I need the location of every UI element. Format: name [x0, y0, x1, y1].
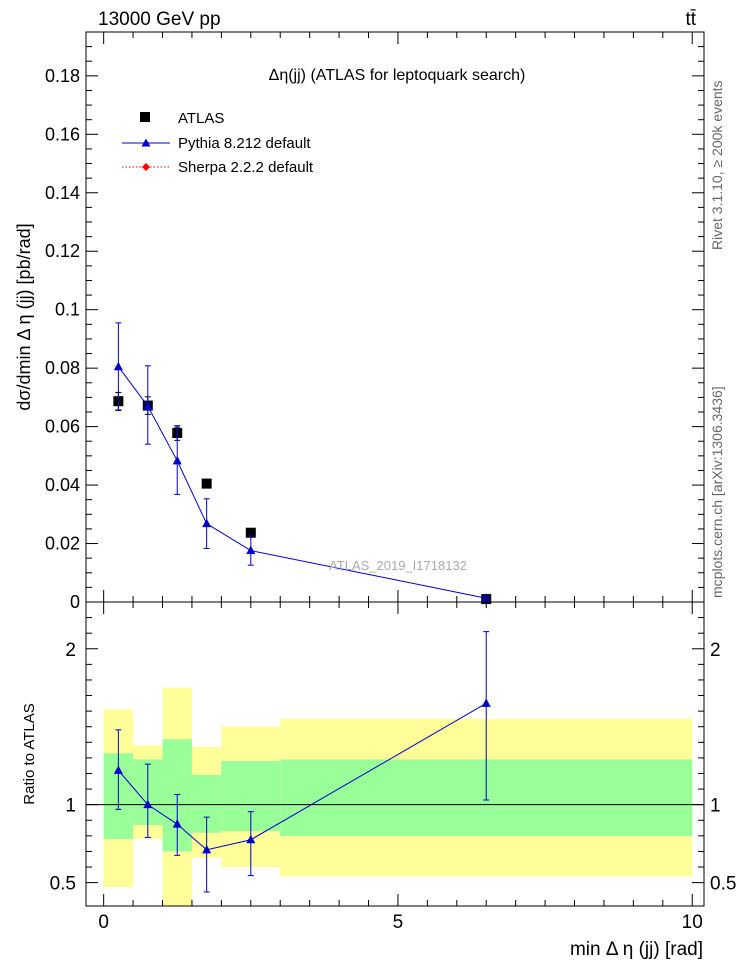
ratio-pythia-point [481, 698, 491, 707]
ratio-pythia-point [143, 799, 153, 809]
main-y-tick-label: 0.14 [45, 183, 80, 203]
pythia-point [246, 545, 256, 555]
main-y-tick-label: 0.08 [45, 358, 80, 378]
ratio-y-tick-label: 1 [65, 796, 76, 817]
ratio-x-tick-label: 10 [682, 912, 703, 933]
ratio-y-tick-label-right: 0.5 [710, 874, 736, 895]
ratio-x-tick-label: 5 [393, 912, 404, 933]
plot-title: Δη(jj) (ATLAS for leptoquark search) [269, 67, 526, 84]
legend: ATLAS Pythia 8.212 default Sherpa 2.2.2 … [122, 110, 314, 176]
main-y-tick-label: 0.02 [45, 534, 80, 554]
main-plot-panel: 0 0.02 0.04 0.06 0.08 0.1 0.12 0.14 0.16 0.18 Δη(… [14, 31, 705, 612]
collision-label: 13000 GeV pp [98, 9, 221, 30]
ratio-pythia-point [172, 819, 182, 828]
legend-pythia-label: Pythia 8.212 default [178, 135, 311, 152]
pythia-line [117, 366, 487, 599]
main-y-tick-label: 0.06 [45, 417, 80, 437]
ratio-y-axis-label: Ratio to ATLAS [21, 703, 38, 804]
ratio-pythia-line [117, 702, 487, 851]
ratio-y-tick-label-right: 2 [710, 640, 721, 661]
ratio-plot-frame [85, 601, 705, 907]
ratio-x-tick-label: 0 [98, 912, 109, 933]
main-y-tick-label: 0.18 [45, 66, 80, 86]
process-label: tt̄ [685, 9, 696, 30]
main-y-tick-label: 0 [70, 592, 80, 612]
analysis-watermark: ATLAS_2019_I1718132 [329, 558, 467, 573]
ratio-pythia-point [202, 844, 212, 854]
legend-sherpa-marker [142, 163, 150, 171]
atlas-data-point [201, 478, 212, 489]
pythia-point [172, 455, 182, 465]
ratio-y-tick-label-right: 1 [710, 796, 721, 817]
main-y-axis-label: dσ/dmin Δ η (jj) [pb/rad] [14, 223, 34, 410]
legend-pythia-marker [141, 138, 151, 147]
x-axis-label: min Δ η (jj) [rad] [570, 939, 703, 960]
legend-atlas-marker [140, 112, 150, 122]
ratio-pythia-point [246, 834, 256, 844]
ratio-plot-panel: 0 5 10 0.5 0.5 1 1 2 2 Ratio to ATLAS min Δ η (j… [21, 601, 736, 960]
ratio-pythia-point [113, 765, 123, 774]
pythia-point [202, 518, 212, 528]
main-y-tick-label: 0.12 [45, 241, 80, 261]
ratio-y-tick-label: 0.5 [50, 874, 76, 895]
main-y-tick-label: 0.04 [45, 475, 80, 495]
main-y-tick-label: 0.16 [45, 124, 80, 144]
main-y-tick-label: 0.1 [55, 300, 80, 320]
legend-sherpa-label: Sherpa 2.2.2 default [178, 159, 314, 176]
rivet-info-label: Rivet 3.1.10, ≥ 200k events [709, 80, 725, 250]
pythia-point [113, 361, 123, 371]
pythia-point [143, 401, 153, 410]
atlas-data-point [245, 527, 256, 538]
mcplots-label: mcplots.cern.ch [arXiv:1306.3436] [709, 386, 725, 598]
legend-atlas-label: ATLAS [178, 110, 224, 127]
ratio-y-tick-label: 2 [65, 640, 76, 661]
